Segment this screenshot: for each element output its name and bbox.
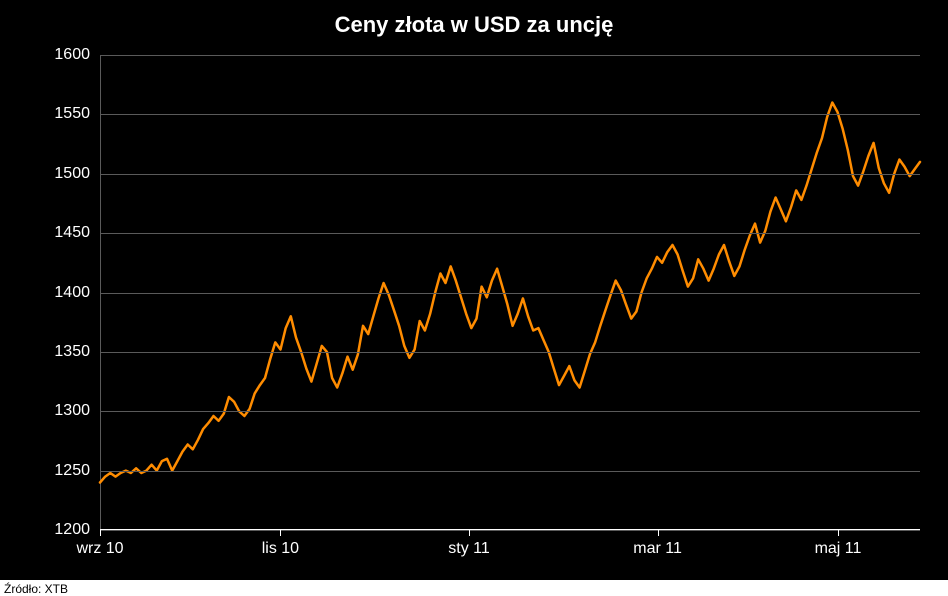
gridline xyxy=(100,293,920,294)
y-tick-label: 1550 xyxy=(54,105,100,123)
x-tick-label: maj 11 xyxy=(815,530,862,558)
y-tick-label: 1600 xyxy=(54,46,100,64)
gridline xyxy=(100,530,920,531)
gridline xyxy=(100,471,920,472)
gridline xyxy=(100,411,920,412)
source-label: Źródło: XTB xyxy=(4,582,68,596)
y-tick-label: 1450 xyxy=(54,224,100,242)
y-tick-label: 1350 xyxy=(54,343,100,361)
chart-container: Ceny złota w USD za uncję 12001250130013… xyxy=(0,0,948,580)
gridline xyxy=(100,55,920,56)
gridline xyxy=(100,352,920,353)
gridline xyxy=(100,114,920,115)
x-tick-label: wrz 10 xyxy=(76,530,123,558)
x-tick-label: lis 10 xyxy=(262,530,299,558)
x-tick-label: sty 11 xyxy=(448,530,490,558)
y-tick-label: 1400 xyxy=(54,284,100,302)
plot-area: 120012501300135014001450150015501600wrz … xyxy=(100,55,920,530)
y-tick-label: 1250 xyxy=(54,462,100,480)
gridline xyxy=(100,174,920,175)
x-tick-label: mar 11 xyxy=(633,530,682,558)
y-tick-label: 1500 xyxy=(54,165,100,183)
gridline xyxy=(100,233,920,234)
y-tick-label: 1300 xyxy=(54,402,100,420)
chart-title: Ceny złota w USD za uncję xyxy=(0,0,948,38)
